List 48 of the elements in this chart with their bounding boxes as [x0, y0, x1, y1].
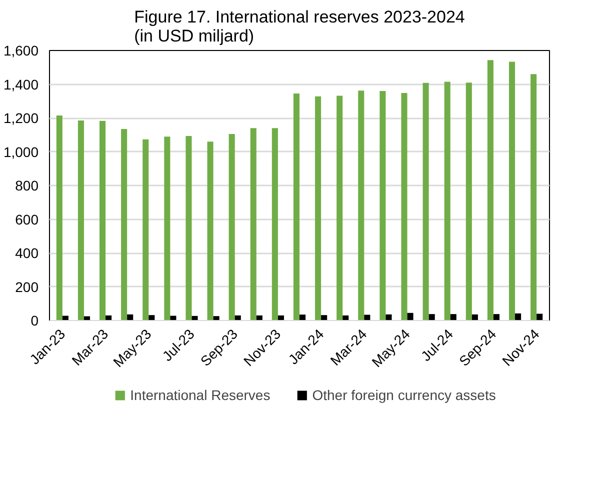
bar — [164, 136, 170, 320]
y-tick-label: 200 — [15, 278, 39, 295]
bar — [272, 128, 278, 320]
bar — [142, 139, 149, 320]
bar — [121, 128, 128, 320]
bar — [508, 62, 516, 320]
bar — [186, 136, 192, 320]
y-tick-label: 600 — [15, 211, 39, 228]
bar — [515, 313, 522, 320]
bar — [472, 314, 478, 320]
bar — [100, 120, 106, 320]
legend-label: Other foreign currency assets — [312, 387, 496, 403]
bar — [213, 316, 220, 320]
y-tick-label: 0 — [30, 312, 39, 328]
bar — [407, 312, 414, 320]
bar — [300, 314, 306, 320]
bar — [444, 82, 450, 320]
y-tick-label: 400 — [15, 245, 39, 261]
legend-label: International Reserves — [130, 387, 270, 403]
bar — [380, 91, 386, 320]
bar — [401, 93, 408, 320]
bar — [192, 316, 198, 320]
bar — [487, 60, 494, 320]
bar — [450, 314, 456, 320]
y-tick-label: 1,400 — [3, 76, 39, 92]
bar — [293, 94, 300, 320]
bar — [315, 96, 322, 320]
bar — [493, 314, 500, 320]
bar — [530, 74, 537, 320]
bar — [466, 82, 472, 320]
bar — [250, 128, 256, 320]
bar — [228, 134, 235, 320]
y-tick-label: 1,000 — [3, 144, 39, 160]
bar — [78, 120, 84, 320]
chart-title: Figure 17. International reserves 2023-2024 (in USD miljard) — [134, 8, 465, 46]
y-tick-label: 1,600 — [3, 42, 39, 58]
bar — [428, 314, 435, 320]
y-tick-label: 800 — [15, 178, 39, 194]
bar — [148, 315, 155, 320]
bar — [321, 315, 328, 320]
bar — [127, 314, 134, 320]
bar — [56, 115, 62, 320]
bar — [386, 314, 392, 320]
bar — [336, 96, 343, 320]
bar — [358, 90, 364, 320]
bar — [422, 82, 429, 320]
y-tick-label: 1,200 — [3, 110, 39, 126]
bar — [207, 142, 214, 320]
